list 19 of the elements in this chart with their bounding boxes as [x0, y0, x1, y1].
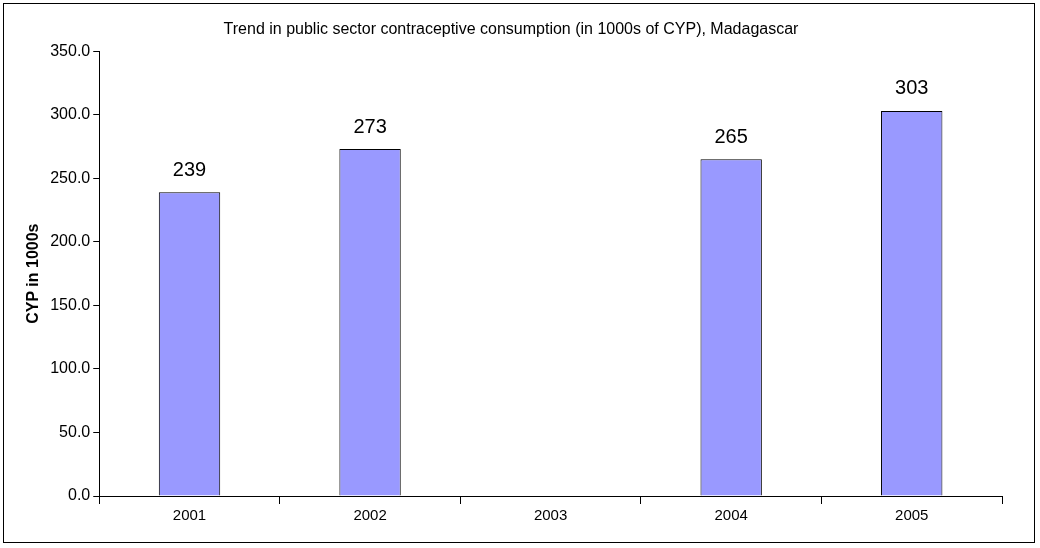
y-tick-label: 100.0	[50, 359, 91, 377]
chart-title: Trend in public sector contraceptive consumption (in 1000s of CYP), Madagascar	[223, 20, 800, 38]
y-tick-label: 150.0	[50, 295, 91, 313]
x-tick-label: 2004	[714, 506, 748, 524]
y-tick-label: 300.0	[50, 105, 91, 123]
data-label: 265	[714, 124, 748, 147]
y-tick-label: 350.0	[50, 41, 91, 59]
x-tick-label: 2001	[172, 506, 207, 524]
data-label: 239	[172, 157, 207, 180]
y-tick-label: 50.0	[59, 422, 91, 440]
x-tick-label: 2002	[353, 506, 387, 524]
x-tick-label: 2003	[533, 506, 568, 524]
y-tick-label: 0.0	[67, 486, 91, 504]
x-tick-label: 2005	[895, 506, 929, 524]
y-tick-label: 200.0	[50, 232, 91, 250]
data-label: 273	[353, 114, 387, 137]
y-tick-label: 250.0	[50, 168, 91, 186]
y-axis-title: CYP in 1000s	[24, 223, 42, 324]
data-label: 303	[895, 76, 929, 99]
